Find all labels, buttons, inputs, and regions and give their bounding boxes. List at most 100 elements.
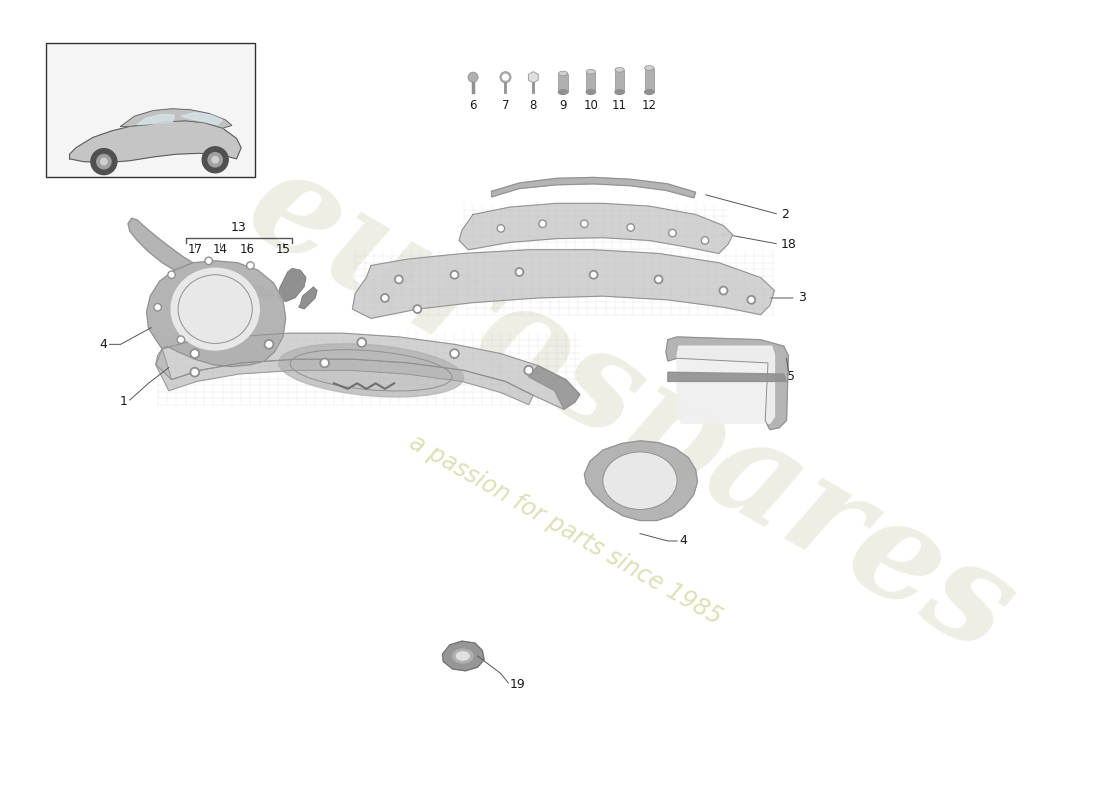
Ellipse shape [645, 90, 653, 94]
Ellipse shape [586, 70, 595, 74]
Circle shape [100, 158, 107, 165]
Text: 13: 13 [231, 221, 246, 234]
Polygon shape [156, 349, 534, 405]
Circle shape [169, 273, 174, 277]
Text: 3: 3 [798, 291, 805, 305]
Circle shape [719, 286, 727, 294]
Circle shape [540, 222, 544, 226]
Text: 9: 9 [559, 98, 566, 111]
Ellipse shape [190, 291, 198, 295]
Circle shape [192, 370, 198, 375]
Circle shape [669, 230, 676, 237]
Ellipse shape [615, 67, 624, 72]
Circle shape [749, 298, 754, 302]
Ellipse shape [559, 90, 568, 94]
Circle shape [249, 263, 253, 268]
Circle shape [452, 273, 456, 277]
Ellipse shape [603, 452, 678, 510]
Ellipse shape [278, 344, 463, 397]
Circle shape [414, 305, 421, 314]
Ellipse shape [190, 310, 198, 314]
Circle shape [383, 296, 387, 300]
Circle shape [747, 296, 756, 304]
Circle shape [581, 220, 589, 227]
Circle shape [381, 294, 389, 302]
Circle shape [590, 270, 597, 279]
Text: 19: 19 [510, 678, 526, 691]
Bar [190, 294, 198, 312]
Circle shape [264, 340, 274, 349]
Polygon shape [668, 372, 786, 382]
Text: 5: 5 [786, 370, 794, 383]
Polygon shape [69, 121, 241, 162]
Circle shape [155, 305, 160, 310]
Bar [46, 43, 255, 178]
Circle shape [320, 358, 329, 367]
Circle shape [97, 154, 111, 169]
Circle shape [722, 288, 726, 293]
Circle shape [266, 342, 272, 347]
Text: 8: 8 [529, 98, 537, 111]
Text: 4: 4 [100, 338, 108, 351]
Circle shape [207, 258, 211, 263]
Ellipse shape [559, 71, 568, 76]
Circle shape [91, 149, 117, 174]
Circle shape [395, 275, 403, 283]
Circle shape [701, 237, 708, 244]
Circle shape [627, 224, 635, 231]
Polygon shape [492, 178, 695, 198]
Circle shape [396, 277, 402, 282]
Polygon shape [678, 346, 774, 423]
Circle shape [208, 153, 222, 167]
Polygon shape [121, 109, 232, 128]
Polygon shape [459, 203, 733, 254]
Polygon shape [584, 441, 697, 521]
Circle shape [703, 238, 707, 242]
Text: 15: 15 [275, 243, 290, 256]
Text: 16: 16 [240, 243, 255, 256]
Circle shape [503, 74, 508, 80]
Polygon shape [666, 337, 789, 430]
Circle shape [450, 270, 459, 279]
Polygon shape [529, 366, 580, 410]
Polygon shape [146, 261, 286, 366]
Bar [645, 68, 653, 92]
Circle shape [322, 360, 328, 366]
Polygon shape [278, 268, 306, 302]
Circle shape [657, 277, 661, 282]
Circle shape [177, 336, 185, 343]
Circle shape [654, 275, 662, 283]
Polygon shape [241, 284, 275, 296]
Circle shape [190, 367, 199, 377]
Circle shape [358, 338, 366, 347]
Circle shape [212, 157, 219, 163]
Circle shape [192, 351, 198, 357]
Bar [559, 74, 568, 92]
Polygon shape [138, 114, 175, 125]
Ellipse shape [586, 90, 595, 94]
Bar [586, 72, 595, 92]
Circle shape [515, 268, 524, 276]
Ellipse shape [456, 652, 470, 660]
Circle shape [246, 262, 254, 270]
Circle shape [526, 367, 531, 373]
Circle shape [154, 303, 162, 311]
Ellipse shape [452, 649, 473, 663]
Circle shape [592, 273, 596, 277]
Circle shape [498, 226, 503, 230]
Circle shape [468, 72, 478, 82]
Text: a passion for parts since 1985: a passion for parts since 1985 [405, 430, 726, 630]
Polygon shape [442, 641, 484, 671]
Polygon shape [299, 287, 317, 309]
Circle shape [670, 230, 674, 235]
Ellipse shape [645, 66, 653, 70]
Circle shape [452, 351, 458, 357]
Text: 18: 18 [781, 238, 796, 250]
Text: 4: 4 [679, 534, 686, 547]
Ellipse shape [615, 90, 624, 94]
Circle shape [415, 306, 420, 311]
Ellipse shape [172, 268, 260, 350]
Circle shape [205, 257, 212, 265]
Text: 17: 17 [187, 243, 202, 256]
Circle shape [582, 222, 586, 226]
